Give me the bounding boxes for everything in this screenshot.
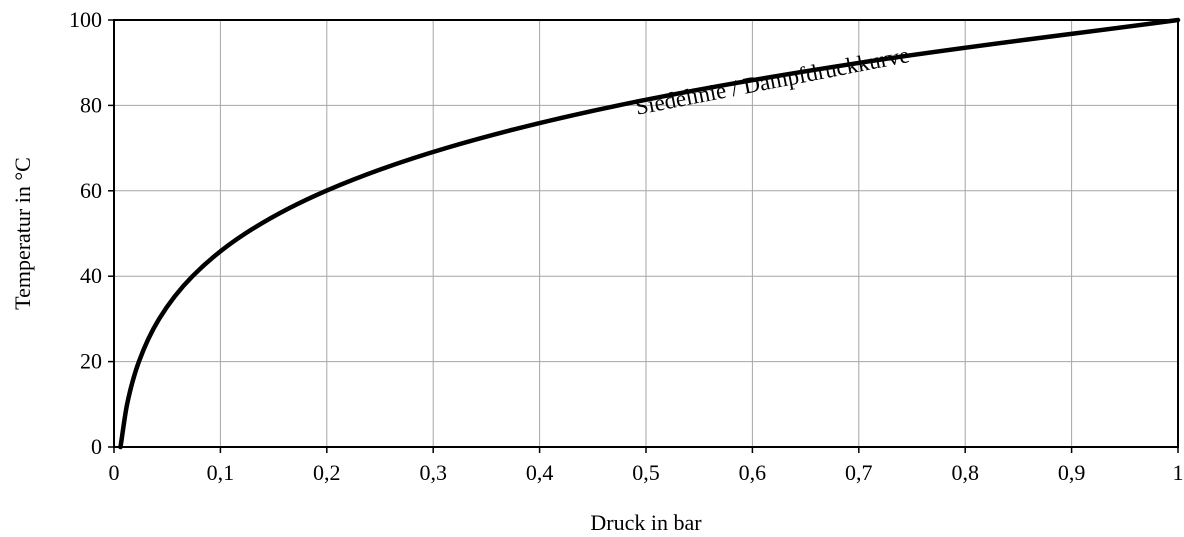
x-tick-label: 0,1: [207, 460, 235, 485]
series-line-siedelinie: [118, 17, 1181, 450]
x-tick-label: 0,4: [526, 460, 554, 485]
x-axis-tick-labels: 0 0,1 0,2 0,3 0,4 0,5 0,6 0,7 0,8 0,9 1: [109, 460, 1184, 485]
x-tick-label: 0,9: [1058, 460, 1086, 485]
x-tick-label: 1: [1173, 460, 1184, 485]
y-tick-label: 100: [69, 7, 102, 32]
y-tick-label: 0: [91, 434, 102, 459]
grid: [114, 20, 1178, 447]
y-axis-title: Temperatur in °C: [10, 157, 35, 310]
y-tick-label: 80: [80, 92, 102, 117]
x-tick-label: 0,6: [739, 460, 767, 485]
x-tick-label: 0,5: [632, 460, 660, 485]
x-tick-label: 0,3: [419, 460, 447, 485]
x-tick-label: 0,2: [313, 460, 341, 485]
x-tick-label: 0,7: [845, 460, 873, 485]
y-tick-label: 40: [80, 263, 102, 288]
x-axis-title: Druck in bar: [590, 510, 702, 535]
curve-annotation: Siedelinie / Dampfdruckkurve: [633, 42, 911, 120]
axis-ticks: [108, 19, 1179, 453]
y-tick-label: 60: [80, 178, 102, 203]
y-tick-label: 20: [80, 349, 102, 374]
x-tick-label: 0,8: [951, 460, 979, 485]
y-axis-tick-labels: 0 20 40 60 80 100: [69, 7, 102, 459]
x-tick-label: 0: [109, 460, 120, 485]
